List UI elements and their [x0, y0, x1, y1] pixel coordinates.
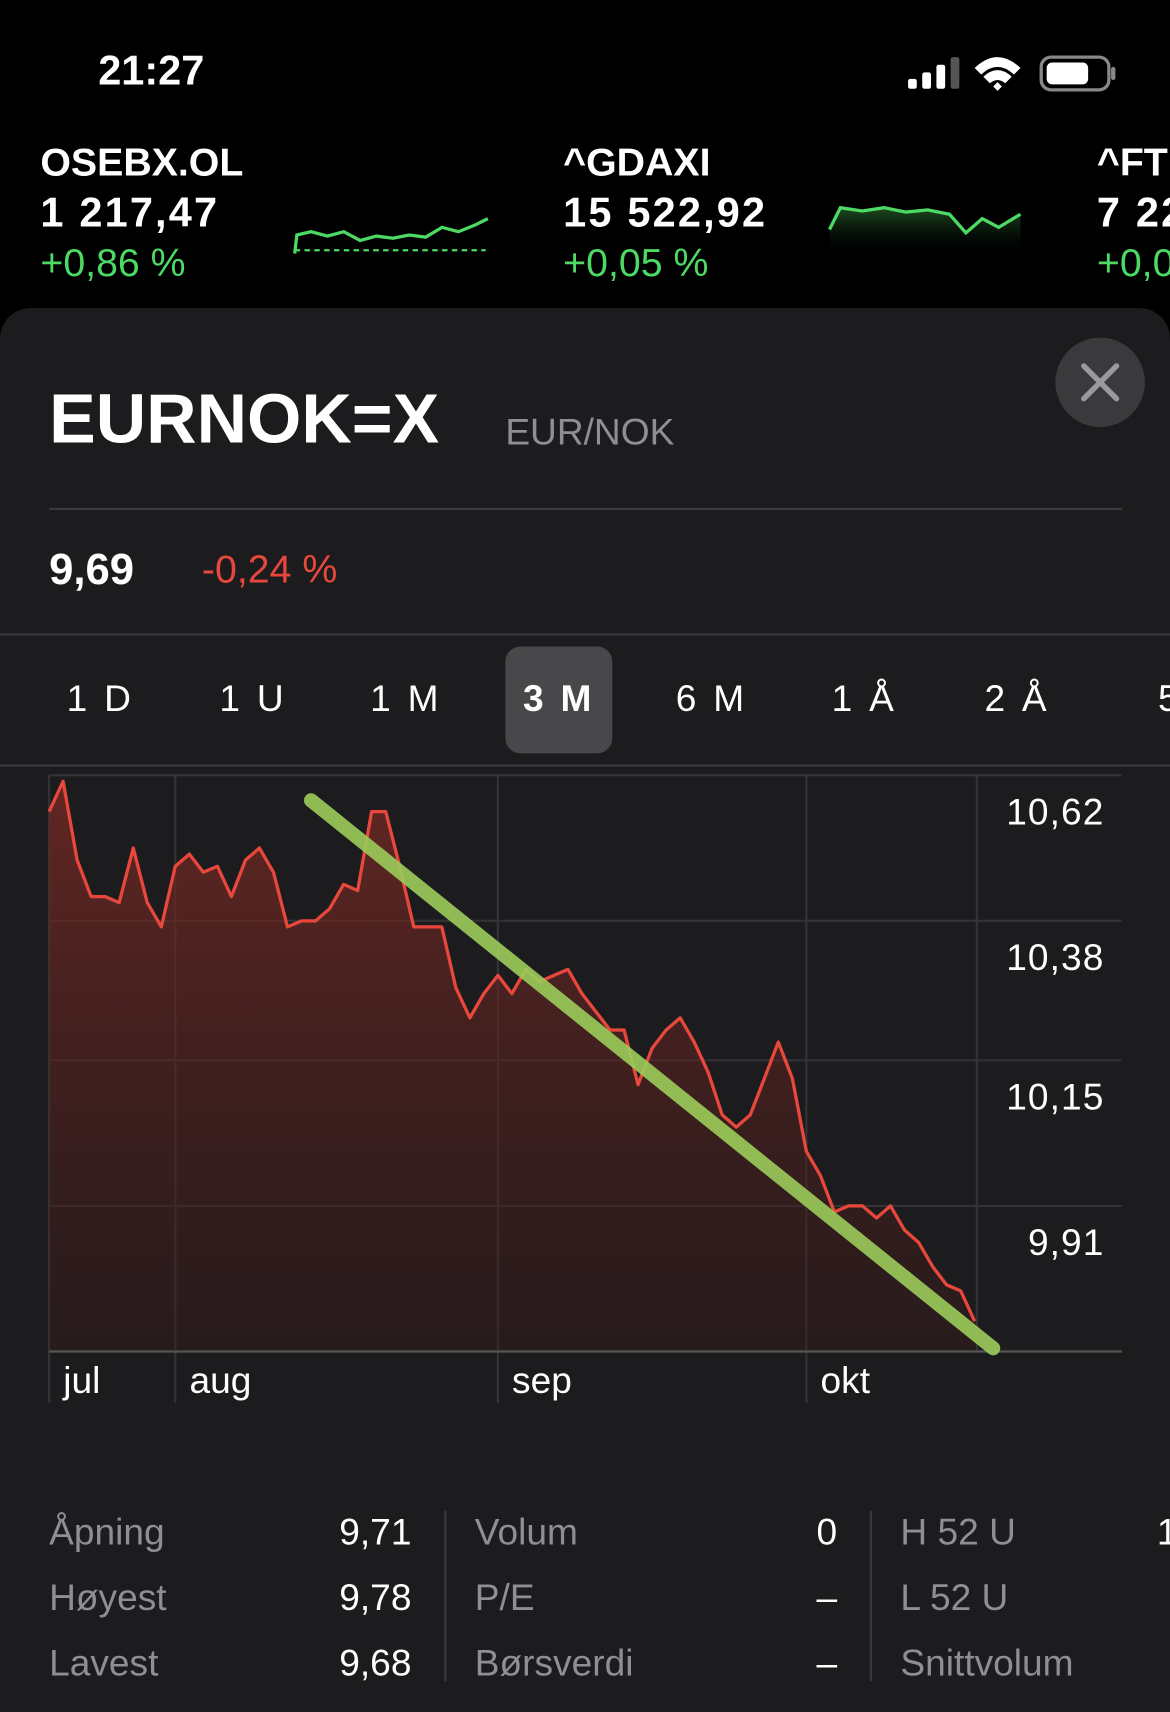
stat-label: P/E [475, 1576, 535, 1618]
stat-value: 9,71 [339, 1511, 411, 1553]
range-button[interactable]: 1 U [219, 677, 287, 719]
y-tick-label: 10,15 [1006, 1075, 1104, 1117]
range-button[interactable]: 1 M [370, 677, 442, 719]
x-tick-label: sep [512, 1359, 572, 1401]
y-tick-label: 10,62 [1006, 790, 1104, 832]
stat-value: 9,68 [339, 1642, 411, 1684]
trend-annotation [303, 793, 1001, 1356]
y-tick-label: 10,38 [1006, 936, 1104, 978]
range-button[interactable]: 1 Å [832, 677, 897, 719]
ticker-change[interactable]: +0,86 % [40, 241, 185, 285]
stat-label: Børsverdi [475, 1642, 634, 1684]
x-tick-label: aug [190, 1359, 252, 1401]
stat-value: – [816, 1576, 837, 1618]
price-change: -0,24 % [202, 548, 337, 592]
y-tick-label: 9,91 [1028, 1221, 1105, 1263]
ticker-price[interactable]: 1 217,47 [40, 188, 219, 235]
stat-label: Høyest [49, 1576, 167, 1618]
ticker-symbol[interactable]: ^FT [1097, 141, 1168, 185]
range-button[interactable]: 1 D [67, 677, 135, 719]
ticker-price[interactable]: 7 22 [1097, 188, 1170, 235]
stat-value: 1 [1157, 1511, 1170, 1553]
range-button[interactable]: 2 Å [984, 677, 1050, 719]
close-icon [1081, 363, 1120, 402]
area-fill [49, 781, 975, 1352]
ticker-change[interactable]: +0,0 [1097, 241, 1170, 285]
x-tick-label: jul [62, 1359, 100, 1401]
stat-value: 9,78 [339, 1576, 411, 1618]
ticker-price[interactable]: 15 522,92 [563, 188, 767, 235]
range-selected-bg [505, 646, 613, 754]
x-tick-label: okt [821, 1359, 871, 1401]
ticker-symbol[interactable]: OSEBX.OL [40, 141, 243, 185]
stat-label: H 52 U [900, 1511, 1015, 1553]
symbol: EURNOK=X [49, 379, 439, 457]
status-time: 21:27 [98, 46, 204, 93]
status-icons [908, 55, 1116, 92]
stat-value: – [816, 1642, 837, 1684]
range-button[interactable]: 5 [1158, 677, 1170, 719]
stat-label: Lavest [49, 1642, 159, 1684]
stat-label: L 52 U [900, 1576, 1008, 1618]
stat-value: 0 [816, 1511, 837, 1553]
stat-label: Volum [475, 1511, 578, 1553]
stat-label: Åpning [49, 1511, 165, 1553]
price-line [47, 779, 977, 1322]
range-button[interactable]: 3 M [523, 677, 595, 719]
stat-label: Snittvolum [900, 1642, 1073, 1684]
company-name: EUR/NOK [505, 411, 674, 453]
sparklines [293, 205, 1022, 257]
ticker-symbol[interactable]: ^GDAXI [563, 141, 710, 185]
ticker-change[interactable]: +0,05 % [563, 241, 708, 285]
range-button[interactable]: 6 M [676, 677, 748, 719]
price: 9,69 [49, 545, 134, 594]
